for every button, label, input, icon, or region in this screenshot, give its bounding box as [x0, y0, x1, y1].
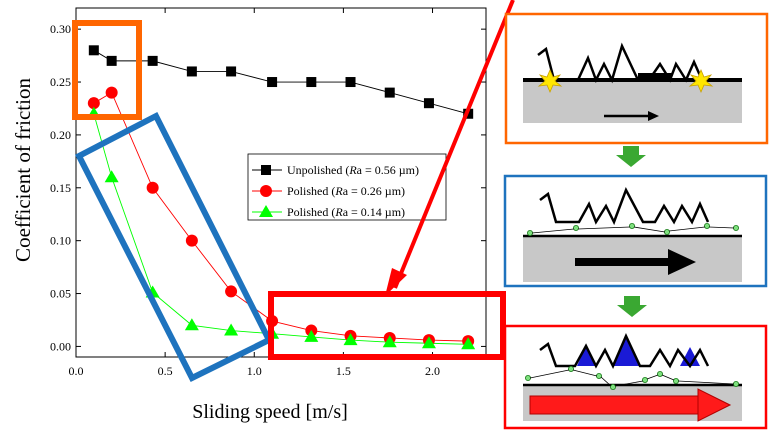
panel-debris-transition	[503, 174, 768, 288]
panel-3-debris-pile-2	[612, 336, 640, 366]
y-tick-label: 0.20	[50, 128, 71, 142]
series-3-point	[461, 337, 476, 350]
series-1-point	[106, 55, 117, 66]
legend-label-3: Polished (Ra = 0.14 µm)	[287, 205, 405, 219]
orange-highlight-box	[72, 20, 142, 120]
panel-1-motion-arrow-head	[648, 111, 659, 121]
x-tick-label: 1.0	[247, 364, 262, 378]
series-3-point	[104, 170, 119, 183]
panel-3-asperities	[539, 332, 710, 369]
y-tick-label: 0.10	[50, 234, 71, 248]
x-tick-label: 1.5	[336, 364, 351, 378]
panel-3-motion-arrow-body	[529, 395, 699, 415]
pointer-arrow-line	[393, 0, 515, 289]
y-tick-label: 0.05	[50, 287, 71, 301]
series-2-point	[87, 97, 100, 110]
series-3-point	[184, 318, 199, 331]
legend-frame	[247, 153, 447, 221]
x-axis-label: Sliding speed [m/s]	[192, 401, 348, 423]
legend-label-2: Polished (Ra = 0.26 µm)	[287, 184, 405, 198]
series-3-point	[343, 333, 358, 346]
series-1-point	[423, 98, 434, 109]
y-tick-label: 0.30	[50, 22, 71, 36]
panel-2-debris	[527, 222, 740, 236]
panel-3-debris	[525, 365, 740, 390]
series-3-point	[224, 323, 239, 336]
x-tick-label: 2.0	[425, 364, 440, 378]
series-1-point	[306, 77, 317, 88]
panel-debris-layer	[503, 324, 768, 430]
legend-label-1: Unpolished (Ra = 0.56 µm)	[287, 163, 419, 177]
series-1-point	[267, 77, 278, 88]
panel-2-motion-arrow-head	[668, 249, 696, 275]
legend: Unpolished (Ra = 0.56 µm) Polished (Ra = …	[247, 153, 447, 221]
panel-3-debris-pile-1	[577, 346, 596, 366]
panel-1-asperities	[537, 42, 704, 84]
legend-swatch-marker	[260, 185, 272, 197]
series-1-point	[384, 87, 395, 98]
panel-adhesion	[504, 12, 769, 145]
panel-3-debris-paths	[529, 369, 735, 387]
series-1-point	[88, 45, 99, 56]
series-1-point	[147, 55, 158, 66]
flow-arrow-1	[616, 146, 646, 167]
series-1-point	[226, 66, 237, 77]
series-3-point	[304, 329, 319, 342]
x-tick-label: 0.0	[69, 364, 84, 378]
blue-highlight-box	[74, 111, 274, 383]
series-1-point	[345, 77, 356, 88]
series-3-line	[93, 113, 469, 345]
panel-2-debris-paths	[531, 226, 735, 234]
axis-ticks: 0.0 0.5 1.0 1.5 2.0 0.00 0.05 0.10 0.15 0.20 0.25 0…	[50, 8, 486, 378]
panel-1-spark-left	[537, 68, 563, 94]
panel-2-asperities	[539, 186, 710, 226]
series-3-point	[421, 336, 436, 349]
panel-3-motion-arrow-head	[697, 388, 732, 422]
y-axis-label: Coefficient of friction	[11, 78, 35, 262]
series-2-point	[146, 181, 159, 194]
series-3-point	[382, 335, 397, 348]
pointer-arrow-head	[385, 268, 407, 296]
x-tick-label: 0.5	[158, 364, 173, 378]
y-tick-label: 0.25	[50, 75, 71, 89]
legend-swatch-marker	[261, 165, 271, 175]
series-1-point	[186, 66, 197, 77]
series-2-point	[185, 234, 198, 247]
panel-1-spark-right	[688, 68, 714, 94]
series-2-point	[225, 285, 238, 298]
y-tick-label: 0.15	[50, 181, 71, 195]
flow-arrow-2	[617, 296, 647, 317]
series-2-point	[105, 86, 118, 99]
legend-swatch-marker	[259, 205, 273, 217]
y-tick-label: 0.00	[50, 339, 71, 353]
series-markers	[86, 45, 476, 350]
